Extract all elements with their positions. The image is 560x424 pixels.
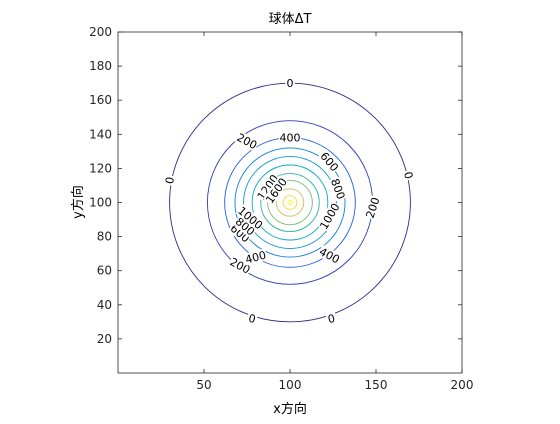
contour-label-text: 0 (163, 176, 177, 185)
contour-label-10: 400 (243, 248, 268, 267)
y-tick-label-1: 40 (97, 298, 112, 312)
y-tick-label-6: 140 (89, 127, 112, 141)
contour-label-bg (227, 221, 253, 245)
contour-line-7 (267, 179, 313, 226)
contour-label-2: 0 (401, 169, 416, 182)
y-axis-ticks: 20 40 60 80 100 120 140 160 180 200 (89, 25, 462, 346)
y-tick-label-3: 80 (97, 230, 112, 244)
x-axis-label: x方向 (273, 401, 307, 417)
contour-label-bg (285, 77, 295, 90)
contour-label-bg (232, 214, 258, 239)
contour-label-bg (401, 169, 416, 182)
contour-line-9 (282, 195, 298, 210)
y-tick-label-2: 60 (97, 264, 112, 278)
y-tick-label-7: 160 (89, 93, 112, 107)
contour-label-bg (243, 248, 268, 266)
contour-label-bg (246, 311, 259, 326)
contour-label-3: 0 (246, 311, 259, 326)
contour-label-bg (162, 174, 177, 187)
contour-label-bg (278, 131, 302, 144)
contour-line-8 (275, 188, 305, 217)
contour-line-6 (260, 173, 320, 232)
y-tick-label-0: 20 (97, 332, 112, 346)
contour-line-5 (251, 164, 329, 241)
y-tick-label-8: 180 (89, 59, 112, 73)
contour-label-bg (227, 255, 253, 277)
contour-label-bg (234, 130, 260, 152)
contour-label-1: 0 (162, 174, 177, 187)
chart-title: 球体ΔT (269, 12, 312, 27)
x-tick-label-2: 150 (365, 378, 388, 392)
y-tick-label-9: 200 (89, 25, 112, 39)
contour-line-10 (287, 200, 293, 205)
contour-label-bg (317, 200, 342, 232)
contour-label-text: 0 (401, 170, 415, 180)
contour-label-bg (263, 175, 290, 206)
contour-label-4: 0 (325, 311, 338, 326)
x-tick-label-0: 50 (196, 378, 211, 392)
x-tick-label-1: 100 (279, 378, 302, 392)
contour-label-bg (363, 195, 382, 221)
y-tick-label-4: 100 (89, 196, 112, 210)
x-axis-ticks: 50 100 150 200 (196, 32, 473, 392)
contour-label-text: 0 (287, 77, 294, 90)
contour-label-bg (317, 149, 342, 174)
contour-label-0: 0 (285, 77, 295, 90)
x-tick-label-3: 200 (451, 378, 474, 392)
contour-label-8: 400 (278, 131, 302, 145)
contour-line-4 (243, 156, 337, 249)
contour-label-bg (235, 204, 266, 232)
contour-label-bg (328, 176, 348, 202)
contour-label-bg (254, 171, 281, 203)
contour-line-3 (234, 147, 346, 258)
contour-lines (169, 82, 411, 323)
contour-label-text: 200 (364, 196, 383, 220)
contour-label-bg (325, 311, 338, 326)
contour-label-text: 400 (280, 132, 301, 145)
contour-label-text: 400 (244, 249, 268, 267)
y-axis-label: y方向 (70, 185, 86, 219)
y-tick-label-5: 120 (89, 161, 112, 175)
contour-label-6: 200 (363, 195, 383, 221)
contour-label-text: 0 (327, 312, 337, 326)
contour-label-bg (316, 244, 343, 266)
contour-label-text: 0 (247, 312, 257, 326)
